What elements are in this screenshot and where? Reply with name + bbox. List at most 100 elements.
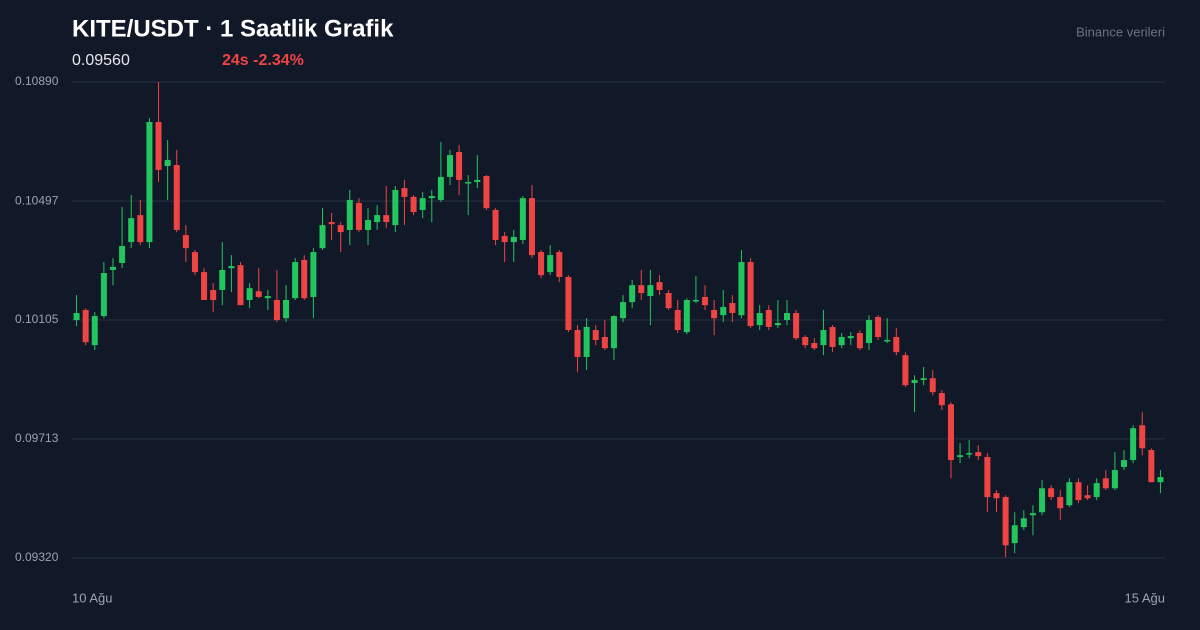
y-tick-label: 0.09713 xyxy=(15,431,59,445)
candle-body xyxy=(319,225,326,249)
candle-body xyxy=(829,326,836,347)
candle-body xyxy=(902,355,909,386)
candle-body xyxy=(1130,428,1137,461)
candle-body xyxy=(1029,513,1036,516)
candle-body xyxy=(647,285,654,297)
candle-body xyxy=(1148,450,1155,483)
candle-body xyxy=(228,266,235,269)
candle-body xyxy=(783,313,791,320)
candle-body xyxy=(765,309,772,327)
candle-body xyxy=(410,196,417,213)
candle-body xyxy=(419,198,426,210)
candle-body xyxy=(100,273,107,317)
candle-body xyxy=(966,453,973,455)
candle-body xyxy=(1111,470,1118,489)
candle-body xyxy=(283,299,290,319)
candle-body xyxy=(483,175,490,209)
candle-body xyxy=(365,219,372,230)
candle-body xyxy=(993,493,1000,499)
source: Binance verileri xyxy=(1076,24,1165,39)
candle-body xyxy=(838,336,845,346)
candle-body xyxy=(119,246,126,264)
candle-body xyxy=(401,188,408,197)
candle-body xyxy=(91,316,98,346)
candle-body xyxy=(237,265,244,306)
candle-body xyxy=(328,222,335,225)
last-price: 0.09560 xyxy=(72,52,130,69)
candle-body xyxy=(383,215,390,223)
candle-body xyxy=(665,293,672,309)
candle-body xyxy=(738,262,745,316)
y-tick-label: 0.10890 xyxy=(15,74,59,88)
candle-body xyxy=(273,299,280,320)
candle-body xyxy=(1121,460,1128,468)
candle-body xyxy=(246,288,253,300)
candle-body xyxy=(73,313,80,320)
candle-body xyxy=(1093,483,1100,498)
candle-body xyxy=(856,333,863,349)
y-tick-label: 0.10497 xyxy=(15,193,59,207)
candle-body xyxy=(601,336,608,349)
candle-body xyxy=(793,313,800,339)
candle-body xyxy=(528,198,535,256)
chart-title: KITE/USDT · 1 Saatlik Grafik xyxy=(72,15,394,42)
candle-body xyxy=(756,313,763,326)
candle-body xyxy=(847,336,854,339)
candle-body xyxy=(1002,497,1009,546)
candle-body xyxy=(109,266,116,270)
candle-body xyxy=(565,276,572,331)
candle-body xyxy=(1157,477,1164,483)
candle-body xyxy=(346,199,353,230)
candle-body xyxy=(501,236,508,243)
candle-body xyxy=(182,235,189,249)
y-tick-label: 0.09320 xyxy=(15,550,59,564)
candle-body xyxy=(374,215,381,223)
candle-body xyxy=(519,198,526,240)
candle-body xyxy=(191,252,198,273)
candle-body xyxy=(465,182,472,184)
candle-body xyxy=(920,378,927,381)
candle-body xyxy=(820,330,827,346)
candle-body xyxy=(692,299,699,302)
candle-body xyxy=(492,209,499,240)
candle-body xyxy=(975,452,982,457)
candle-body xyxy=(1020,518,1027,528)
candle-body xyxy=(538,252,545,276)
candle-body xyxy=(957,455,964,458)
candle-body xyxy=(1139,425,1146,449)
candle-body xyxy=(155,122,162,170)
candle-body xyxy=(82,309,89,343)
candle-body xyxy=(884,340,891,342)
candle-body xyxy=(720,306,727,316)
y-tick-label: 0.10105 xyxy=(15,312,59,326)
candle-body xyxy=(592,330,599,341)
candle-body xyxy=(911,380,918,384)
candle-body xyxy=(210,289,217,300)
candle-body xyxy=(1039,488,1046,513)
candle-body xyxy=(1048,488,1055,498)
candle-body xyxy=(173,165,180,230)
candle-body xyxy=(638,285,645,294)
candle-body xyxy=(446,155,454,177)
candle-body xyxy=(583,326,590,357)
candle-body xyxy=(1084,495,1091,499)
candle-body xyxy=(355,202,362,230)
candle-body xyxy=(301,259,308,299)
candle-body xyxy=(128,218,135,243)
candle-body xyxy=(875,316,882,337)
candle-body xyxy=(729,303,736,314)
candle-body xyxy=(292,262,299,299)
candle-body xyxy=(1102,478,1109,489)
candle-body xyxy=(984,457,991,498)
candle-body xyxy=(164,159,171,166)
candle-body xyxy=(456,152,463,180)
candle-body xyxy=(656,282,663,290)
candle-body xyxy=(893,336,900,353)
candle-body xyxy=(683,299,690,333)
candle-body xyxy=(255,291,262,297)
candle-body xyxy=(146,122,153,243)
x-tick-label: 10 Ağu xyxy=(72,590,113,605)
candle-body xyxy=(474,179,481,183)
